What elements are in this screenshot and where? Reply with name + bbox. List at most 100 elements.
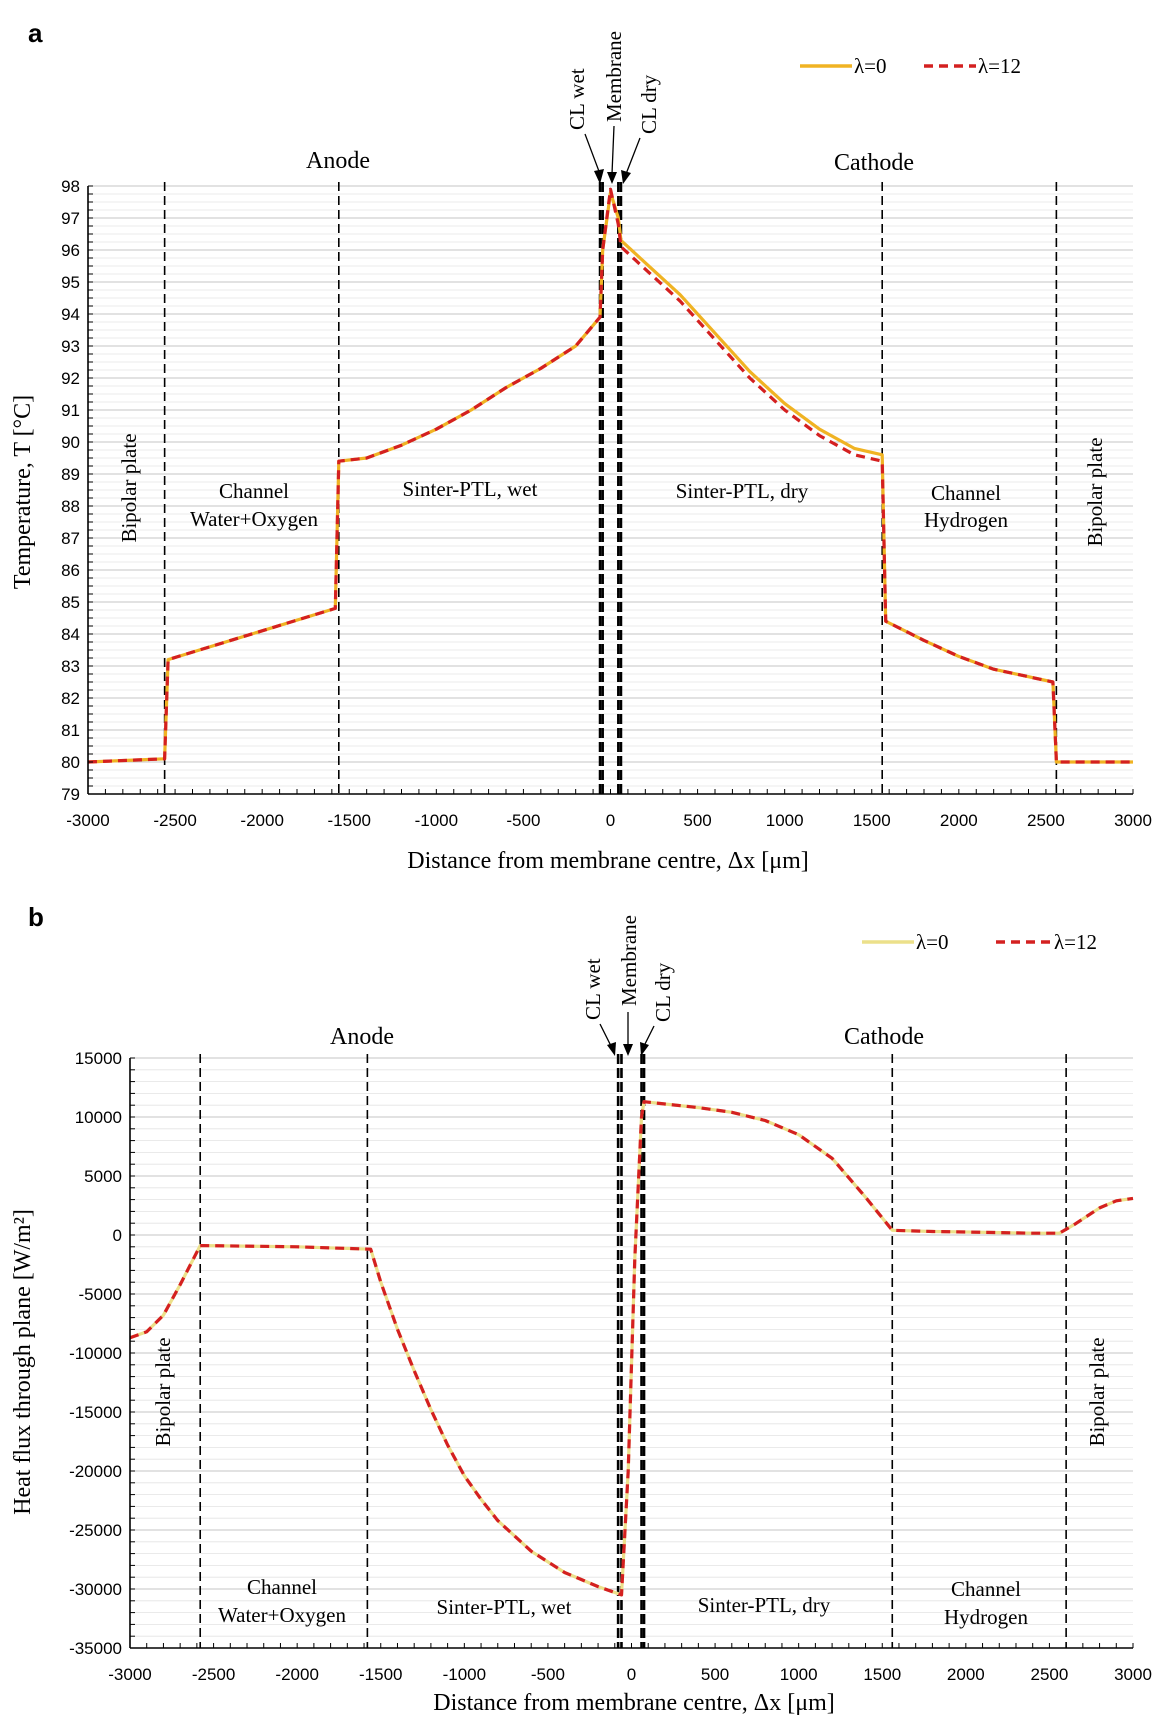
legend-label-lambda0: λ=0 <box>854 54 887 78</box>
y-tick-label: 84 <box>61 625 80 644</box>
y-tick-label: 81 <box>61 721 80 740</box>
zone-anode: Anode <box>306 148 370 174</box>
y-tick-label: 94 <box>61 305 80 324</box>
series-group <box>87 187 1133 764</box>
y-tick-label: 97 <box>61 209 80 228</box>
y-tick-label: 15000 <box>75 1049 122 1068</box>
x-tick-label: 0 <box>606 811 615 830</box>
y-tick-label: 85 <box>61 593 80 612</box>
region-channel-left-line1: Channel <box>219 479 289 503</box>
x-tick-label: -500 <box>506 811 540 830</box>
x-axis-label: Distance from membrane centre, Δx [μm] <box>433 1690 834 1716</box>
zone-cathode: Cathode <box>834 150 914 176</box>
axes <box>129 1057 1134 1649</box>
y-tick-label: 80 <box>61 753 80 772</box>
y-tick-label: 98 <box>61 177 80 196</box>
panel-b: b -3000 -2500 -2000 -1500 -1000 -500 0 500 1000 1… <box>10 902 1152 1716</box>
x-tick-label: -1500 <box>328 811 371 830</box>
panel-b-letter: b <box>28 902 44 932</box>
arrow-cl-dry <box>625 137 641 175</box>
arrow-membrane <box>611 125 615 175</box>
region-channel-left-line2: Water+Oxygen <box>218 1603 346 1627</box>
x-tick-label: 1500 <box>853 811 891 830</box>
y-tick-label: 86 <box>61 561 80 580</box>
region-bipolar-plate-right: Bipolar plate <box>1085 1337 1109 1446</box>
region-ptl-dry: Sinter-PTL, dry <box>698 1593 831 1617</box>
label-cl-dry: CL dry <box>651 962 675 1022</box>
region-channel-right-line1: Channel <box>951 1577 1021 1601</box>
y-axis-label: Temperature, T [°C] <box>10 395 36 589</box>
x-tick-label: -2500 <box>192 1665 235 1684</box>
label-membrane: Membrane <box>617 915 641 1006</box>
tick-labels: -3000 -2500 -2000 -1500 -1000 -500 0 500 1000 150… <box>69 1049 1152 1684</box>
x-tick-label: 0 <box>627 1665 636 1684</box>
label-cl-wet: CL wet <box>581 958 605 1020</box>
y-tick-label: -30000 <box>69 1580 122 1599</box>
y-tick-label: 82 <box>61 689 80 708</box>
label-cl-wet: CL wet <box>565 68 589 130</box>
y-tick-label: 0 <box>113 1226 122 1245</box>
arrow-cl-dry <box>643 1025 655 1047</box>
region-channel-right-line1: Channel <box>931 481 1001 505</box>
grid-major <box>88 185 1133 795</box>
label-membrane: Membrane <box>602 31 626 122</box>
x-tick-label: 500 <box>683 811 711 830</box>
y-tick-label: -15000 <box>69 1403 122 1422</box>
series-group <box>129 1100 1134 1597</box>
x-tick-label: 500 <box>701 1665 729 1684</box>
region-bipolar-plate-left: Bipolar plate <box>117 433 141 542</box>
x-tick-label: 1000 <box>766 811 804 830</box>
arrowhead-cl-wet <box>594 169 604 184</box>
arrowhead-cl-dry <box>640 1042 649 1056</box>
arrowhead-cl-wet <box>607 1042 616 1056</box>
series-line-lambda0 <box>87 190 1133 764</box>
y-tick-label: 90 <box>61 433 80 452</box>
y-tick-label: 5000 <box>84 1167 122 1186</box>
arrow-cl-wet <box>584 133 601 175</box>
x-tick-label: 2500 <box>1027 811 1065 830</box>
y-tick-label: 83 <box>61 657 80 676</box>
x-axis-label: Distance from membrane centre, Δx [μm] <box>407 848 808 874</box>
region-ptl-dry: Sinter-PTL, dry <box>676 479 809 503</box>
label-cl-dry: CL dry <box>637 74 661 134</box>
panel-a: a -3000 -2500 -2000 -1500 -1000 -500 0 500 1000 1… <box>10 18 1152 874</box>
x-tick-label: -2000 <box>240 811 283 830</box>
region-channel-left-line2: Water+Oxygen <box>190 507 318 531</box>
y-tick-label: -35000 <box>69 1639 122 1658</box>
region-boundaries <box>199 1054 1067 1648</box>
x-tick-label: 3000 <box>1114 1665 1152 1684</box>
pointer-arrows <box>599 1012 655 1056</box>
y-tick-label: 79 <box>61 785 80 804</box>
arrowhead-membrane <box>607 172 617 184</box>
x-tick-label: 1000 <box>780 1665 818 1684</box>
region-channel-right-line2: Hydrogen <box>944 1605 1028 1629</box>
x-tick-label: 2000 <box>947 1665 985 1684</box>
x-tick-label: -1000 <box>415 811 458 830</box>
series-line-lambda12 <box>87 187 1133 764</box>
region-bipolar-plate-right: Bipolar plate <box>1083 437 1107 546</box>
region-ptl-wet: Sinter-PTL, wet <box>437 1595 572 1619</box>
axes <box>87 185 1134 795</box>
y-tick-label: 95 <box>61 273 80 292</box>
x-tick-label: -500 <box>531 1665 565 1684</box>
y-tick-label: 92 <box>61 369 80 388</box>
y-axis-label: Heat flux through plane [W/m²] <box>10 1209 36 1515</box>
legend-b: λ=0 λ=12 <box>862 930 1097 954</box>
tick-labels: -3000 -2500 -2000 -1500 -1000 -500 0 500 1000 150… <box>61 177 1152 830</box>
y-tick-label: -10000 <box>69 1344 122 1363</box>
x-tick-label: 2500 <box>1031 1665 1069 1684</box>
zone-anode: Anode <box>330 1024 394 1050</box>
series-line-lambda12 <box>129 1100 1134 1597</box>
pointer-arrows <box>584 125 641 184</box>
x-tick-label: -1000 <box>443 1665 486 1684</box>
y-tick-label: -25000 <box>69 1521 122 1540</box>
x-tick-label: 2000 <box>940 811 978 830</box>
y-tick-label: 87 <box>61 529 80 548</box>
legend-label-lambda0: λ=0 <box>916 930 949 954</box>
zone-cathode: Cathode <box>844 1024 924 1050</box>
y-tick-label: -20000 <box>69 1462 122 1481</box>
x-tick-label: 3000 <box>1114 811 1152 830</box>
region-bipolar-plate-left: Bipolar plate <box>151 1337 175 1446</box>
region-ptl-wet: Sinter-PTL, wet <box>403 477 538 501</box>
